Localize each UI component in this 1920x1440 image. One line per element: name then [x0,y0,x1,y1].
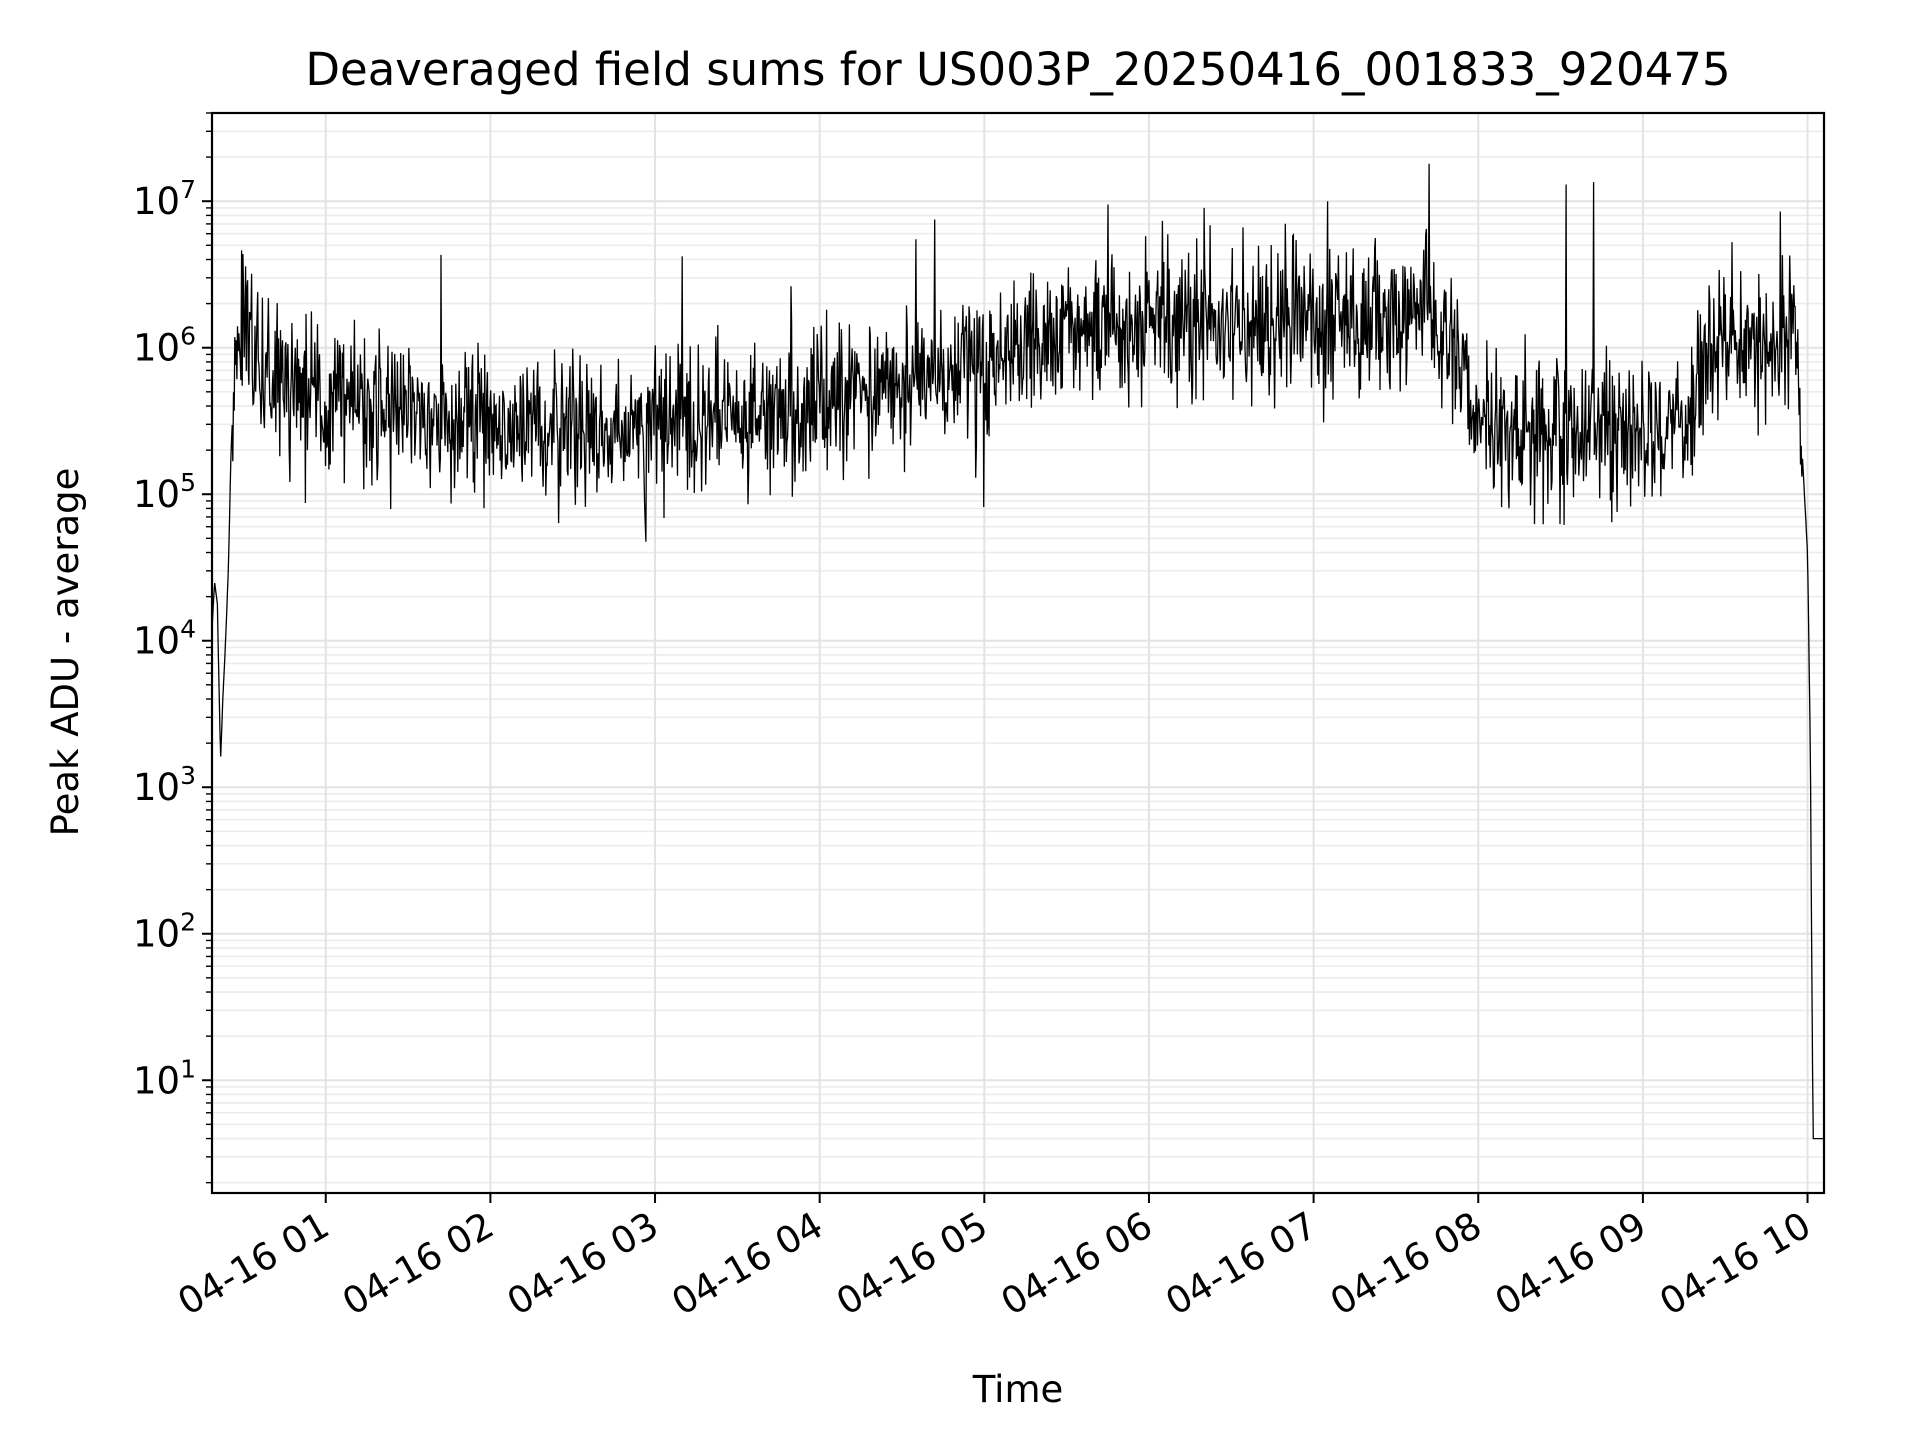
x-tick-label: 04-16 09 [1488,1204,1654,1324]
y-tick-base: 10 [133,327,180,370]
y-axis-label: Peak ADU - average [44,468,87,837]
y-tick-base: 10 [133,913,180,956]
x-tick-label: 04-16 05 [829,1204,995,1324]
y-tick-base: 10 [133,620,180,663]
x-tick-label: 04-16 04 [665,1204,831,1324]
y-tick-exponent: 6 [180,322,196,351]
y-tick-base: 10 [133,1059,180,1102]
y-tick-label: 101 [133,1054,196,1102]
y-tick-label: 104 [133,615,196,663]
y-tick-label: 106 [133,322,196,370]
y-tick-exponent: 2 [180,908,196,937]
y-tick-exponent: 5 [180,468,196,497]
y-tick-label: 102 [133,908,196,956]
y-tick-label: 105 [133,468,196,516]
plot-frame [210,111,1826,1195]
x-tick-label: 04-16 02 [335,1204,501,1324]
x-tick-label: 04-16 08 [1323,1204,1489,1324]
y-tick-base: 10 [133,766,180,809]
x-axis-label: Time [972,1368,1064,1411]
y-tick-exponent: 3 [180,761,196,790]
x-tick-label: 04-16 10 [1652,1204,1818,1324]
grid [212,112,1824,1193]
chart-title: Deaveraged field sums for US003P_2025041… [305,43,1730,96]
y-tick-exponent: 7 [180,175,196,204]
x-axis: 04-16 01 04-16 02 04-16 03 04-16 04 04-16 05… [171,1193,1818,1324]
y-tick-exponent: 4 [180,615,196,644]
y-tick-base: 10 [133,473,180,516]
series-line [211,163,1824,1140]
y-tick-exponent: 1 [180,1054,196,1083]
y-tick-label: 103 [133,761,196,809]
x-tick-label: 04-16 01 [171,1204,337,1324]
x-tick-label: 04-16 06 [994,1204,1160,1324]
x-tick-label: 04-16 03 [500,1204,666,1324]
y-tick-base: 10 [133,180,180,223]
x-tick-label: 04-16 07 [1159,1204,1325,1324]
series-line-layer [211,163,1824,1140]
y-tick-label: 107 [133,175,196,223]
